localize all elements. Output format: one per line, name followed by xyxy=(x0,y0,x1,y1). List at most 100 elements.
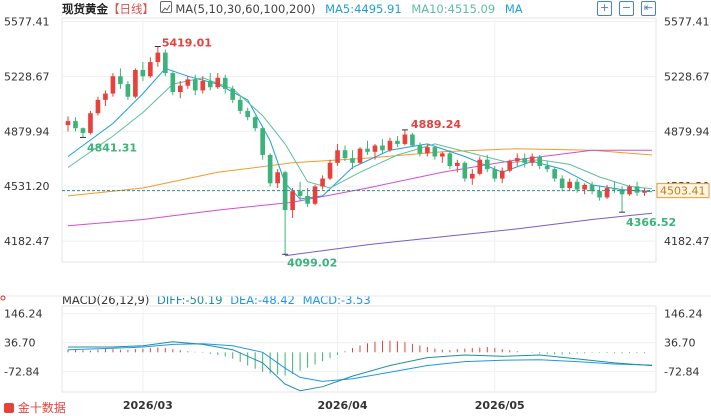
candle-body xyxy=(282,172,288,211)
candle-body xyxy=(529,156,535,163)
date-tick-label: 2026/03 xyxy=(123,399,173,412)
candle-body xyxy=(425,147,430,154)
ma-params: MA(5,10,30,60,100,200) xyxy=(175,2,316,16)
candle-body xyxy=(612,188,617,190)
candle-body xyxy=(357,148,363,163)
candle-body xyxy=(582,184,587,190)
watermark-logo: 金十数据 xyxy=(4,399,66,416)
candle-body xyxy=(477,159,483,174)
candle-body xyxy=(200,80,206,91)
price-tick-right: 5228.67 xyxy=(664,70,710,83)
candle-body xyxy=(597,191,602,198)
candle-body xyxy=(514,158,520,162)
extreme-label: 4366.52 xyxy=(626,216,676,229)
candle-body xyxy=(88,113,93,133)
macd-panel-frame xyxy=(61,305,657,393)
candle-body xyxy=(215,77,221,88)
symbol-name: 现货黄金 xyxy=(62,2,108,16)
candle-body xyxy=(619,189,625,195)
candle-body xyxy=(222,77,228,89)
candle-body xyxy=(163,52,168,74)
date-tick-label: 2026/05 xyxy=(475,399,525,412)
candle-body xyxy=(447,153,453,166)
candle-body xyxy=(440,153,445,157)
candle-body xyxy=(634,186,640,193)
candle-body xyxy=(140,69,146,77)
extreme-label: 4841.31 xyxy=(87,141,137,154)
candle-body xyxy=(522,158,528,163)
cursor-dot-icon xyxy=(0,295,6,301)
candle-body xyxy=(380,145,385,151)
ma-line-ma60 xyxy=(67,149,652,227)
extreme-label: 4889.24 xyxy=(411,118,461,131)
price-tick-right: 4879.94 xyxy=(664,125,710,138)
candle-body xyxy=(372,145,378,152)
price-panel-frame xyxy=(61,17,657,263)
price-tick-left: 4531.20 xyxy=(4,180,50,193)
candle-body xyxy=(230,88,236,100)
candle-body xyxy=(574,181,580,190)
candle-body xyxy=(589,184,595,192)
candle-body xyxy=(604,188,610,198)
zoom-out-icon[interactable]: − xyxy=(619,1,634,16)
candle-body xyxy=(484,159,490,170)
candle-body xyxy=(185,79,191,86)
candle-body xyxy=(305,195,310,204)
ma-line-ma30 xyxy=(67,148,653,197)
candle-body xyxy=(642,190,647,193)
candle-body xyxy=(320,178,325,187)
candle-body xyxy=(192,79,198,91)
candle-body xyxy=(297,191,303,196)
dea-line xyxy=(67,343,653,382)
candle-body xyxy=(417,145,423,154)
candle-body xyxy=(133,69,138,97)
candle-body xyxy=(507,161,513,171)
candle-body xyxy=(469,173,475,179)
macd-tick-right: 36.70 xyxy=(664,337,696,350)
candle-body xyxy=(95,99,101,114)
ma-line-ma100 xyxy=(285,212,653,257)
candle-body xyxy=(559,178,565,189)
candle-body xyxy=(73,121,78,129)
ma-line-ma5 xyxy=(67,67,653,200)
price-tick-right: 5577.41 xyxy=(664,16,710,29)
period-selector[interactable]: 【日线】 xyxy=(108,2,154,16)
candle-body xyxy=(125,84,131,97)
candle-body xyxy=(275,172,280,184)
price-tick-left: 5228.67 xyxy=(4,70,50,83)
candle-body xyxy=(327,162,333,179)
candle-body xyxy=(552,169,557,179)
candle-body xyxy=(387,140,393,151)
candle-body xyxy=(350,158,355,163)
candle-body xyxy=(245,110,251,118)
candle-body xyxy=(410,134,415,146)
candle-body xyxy=(148,62,153,77)
zoom-in-icon[interactable]: + xyxy=(597,1,612,16)
candle-body xyxy=(252,117,258,129)
candle-body xyxy=(395,140,400,144)
macd-tick-left: 36.70 xyxy=(4,337,36,350)
candle-body xyxy=(492,169,498,179)
candle-body xyxy=(260,128,265,155)
macd-tick-left: 146.24 xyxy=(4,308,43,321)
candle-body xyxy=(155,52,161,63)
candle-body xyxy=(455,162,460,166)
candle-body xyxy=(290,191,295,211)
candle-body xyxy=(537,156,543,166)
macd-tick-right: 146.24 xyxy=(664,308,703,321)
macd-tick-left: -72.84 xyxy=(4,366,39,379)
candle-body xyxy=(499,170,505,179)
ma-more-label: MA xyxy=(504,2,523,16)
candle-body xyxy=(365,148,370,152)
price-tick-right: 4182.47 xyxy=(664,235,710,248)
ma-icon xyxy=(159,1,172,13)
candle-body xyxy=(335,150,340,163)
ma-line-ma10 xyxy=(67,77,653,190)
candle-body xyxy=(65,121,71,126)
price-tick-left: 5577.41 xyxy=(4,16,50,29)
collapse-icon[interactable]: ⇤ xyxy=(641,1,656,16)
candle-body xyxy=(207,80,213,88)
candle-body xyxy=(432,147,438,157)
ma5-value: MA5:4495.91 xyxy=(325,2,402,16)
